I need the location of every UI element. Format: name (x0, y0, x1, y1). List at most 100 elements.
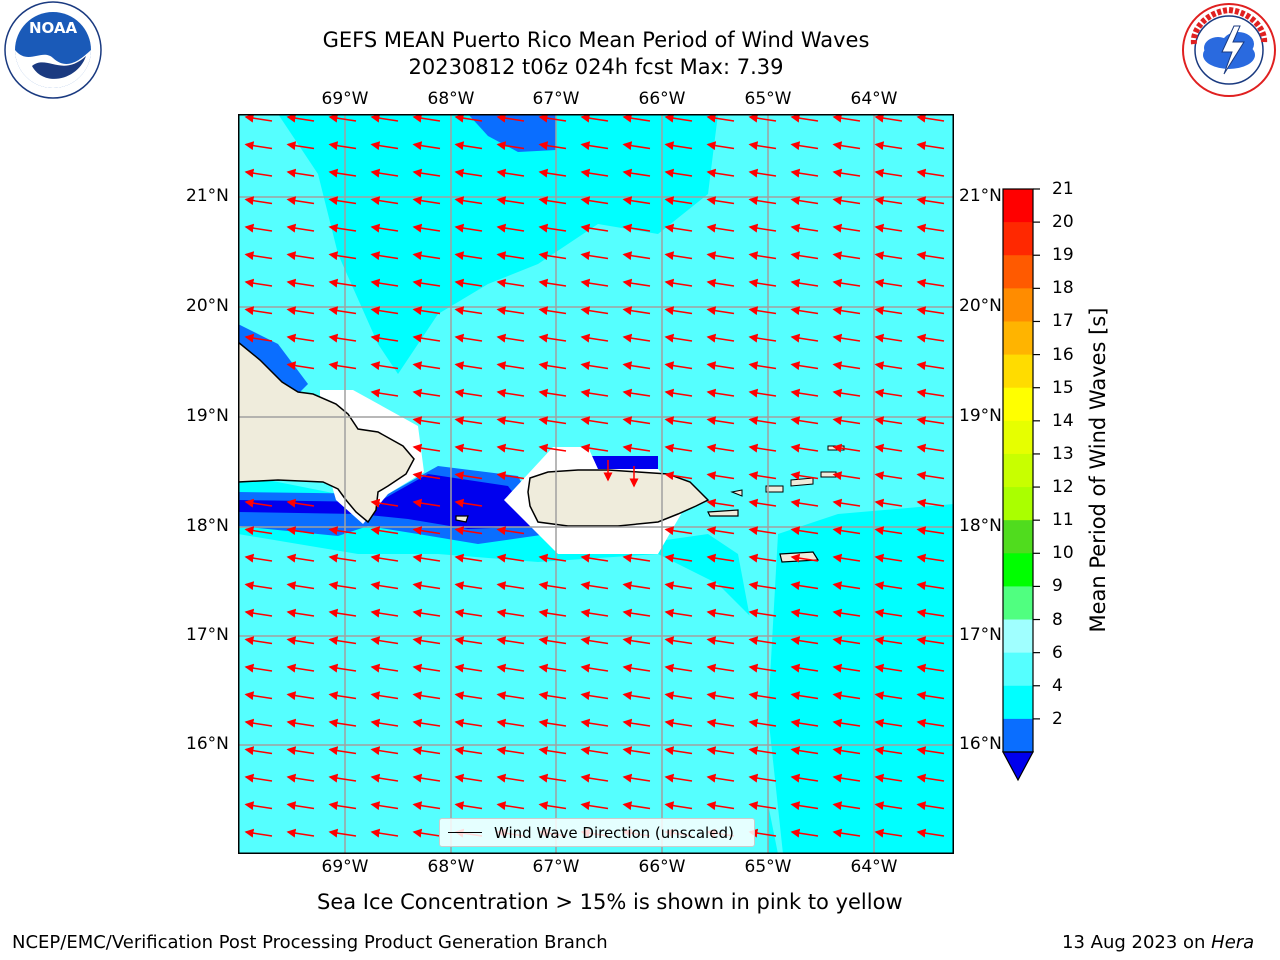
wind-arrow (454, 306, 483, 316)
wind-arrow (328, 361, 357, 371)
wind-arrow (622, 168, 651, 178)
wind-arrow (370, 828, 399, 838)
wind-arrow (748, 141, 777, 151)
wind-arrow (790, 636, 819, 646)
wind-arrow (286, 828, 315, 838)
colorbar-swatch (1003, 453, 1033, 488)
wind-arrow (328, 608, 357, 618)
wind-arrow (580, 333, 609, 343)
lat-label-right-16: 16°N (959, 734, 1002, 754)
wind-arrow (748, 663, 777, 673)
land-tortola (790, 477, 814, 487)
wind-arrow (832, 663, 861, 673)
wind-arrow (286, 691, 315, 701)
wind-arrow (538, 773, 567, 783)
wind-arrow (454, 718, 483, 728)
wind-arrow (748, 196, 777, 206)
wind-arrow (706, 746, 735, 756)
wind-arrow (622, 196, 651, 206)
wind-arrow (706, 526, 735, 536)
wind-arrow (706, 608, 735, 618)
lon-label-bottom-67: 67°W (532, 857, 580, 877)
wind-arrow (790, 498, 819, 508)
colorbar-tick-label: 19 (1052, 245, 1074, 266)
wind-arrow (874, 196, 903, 206)
wind-arrow (706, 388, 735, 398)
wind-arrow (244, 278, 273, 288)
wind-arrow (538, 636, 567, 646)
colorbar-tick-label: 15 (1052, 377, 1074, 398)
wind-arrow (916, 196, 945, 206)
wind-arrow (790, 663, 819, 673)
land-hispaniola (238, 341, 415, 524)
wind-arrow (286, 718, 315, 728)
wind-arrow (874, 114, 903, 123)
wind-arrow (370, 718, 399, 728)
footer-host: Hera (1211, 932, 1255, 953)
wind-arrow (454, 141, 483, 151)
wind-arrow (580, 746, 609, 756)
wind-arrow (454, 388, 483, 398)
wind-arrow (538, 553, 567, 563)
wind-arrow (328, 114, 357, 123)
wind-arrow (580, 608, 609, 618)
wind-arrow (496, 691, 525, 701)
wind-arrow (538, 141, 567, 151)
wind-arrow (496, 141, 525, 151)
wind-arrow (580, 416, 609, 426)
wind-arrow (832, 828, 861, 838)
wind-arrow (664, 581, 693, 591)
colorbar-tick-label: 13 (1052, 443, 1074, 464)
wind-arrow (706, 691, 735, 701)
wind-arrow (874, 691, 903, 701)
wind-arrow (454, 581, 483, 591)
wind-arrow (328, 581, 357, 591)
colorbar-tick-label: 10 (1052, 543, 1074, 564)
wind-arrow (412, 581, 441, 591)
wind-arrow (286, 251, 315, 261)
wind-arrow (874, 443, 903, 453)
wind-arrow (790, 361, 819, 371)
wind-arrow (328, 801, 357, 811)
wind-arrow (706, 801, 735, 811)
wind-arrow (538, 388, 567, 398)
colorbar-swatch (1003, 189, 1033, 223)
wind-arrow (286, 498, 315, 508)
wind-arrow (874, 746, 903, 756)
wind-arrow (454, 636, 483, 646)
wind-arrow (748, 416, 777, 426)
wind-arrow (244, 581, 273, 591)
wind-arrow (412, 388, 441, 398)
wind-arrow (790, 278, 819, 288)
wind-arrow (832, 141, 861, 151)
wind-arrow (916, 636, 945, 646)
wind-arrow (790, 581, 819, 591)
wind-arrow (748, 801, 777, 811)
colorbar-swatch (1003, 619, 1033, 654)
ocean-east-region (768, 504, 954, 854)
wind-arrow (706, 196, 735, 206)
wind-arrow (916, 306, 945, 316)
wind-arrow (286, 581, 315, 591)
wind-arrow (496, 168, 525, 178)
wind-arrow (790, 471, 819, 481)
wind-arrow (706, 333, 735, 343)
wind-arrow (706, 278, 735, 288)
wind-arrow (286, 773, 315, 783)
wind-arrow (286, 333, 315, 343)
wind-arrow (496, 553, 525, 563)
wind-arrow (916, 581, 945, 591)
lon-label-top-65: 65°W (744, 89, 792, 109)
lon-label-top-66: 66°W (638, 89, 686, 109)
wind-arrow (874, 553, 903, 563)
wind-arrow (916, 278, 945, 288)
wind-arrow (832, 278, 861, 288)
wind-arrow (748, 361, 777, 371)
wind-arrow (874, 471, 903, 481)
wind-arrow (412, 663, 441, 673)
wind-arrow (622, 361, 651, 371)
wind-arrow (916, 471, 945, 481)
wind-arrow (454, 691, 483, 701)
wind-arrow (412, 718, 441, 728)
wind-arrow (622, 746, 651, 756)
